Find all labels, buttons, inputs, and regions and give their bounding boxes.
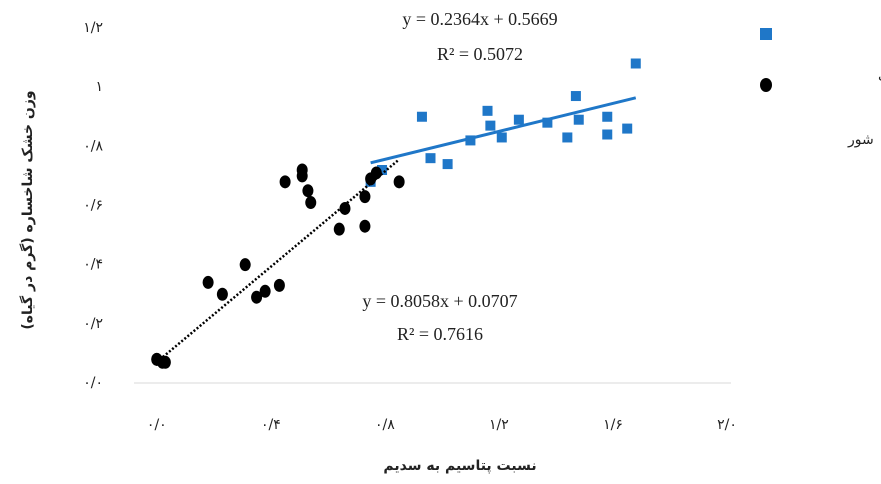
point [302, 184, 314, 198]
x-tick-label: ۰/۰ [147, 417, 167, 433]
point [296, 169, 308, 183]
point [482, 105, 493, 116]
point [333, 222, 345, 236]
legend-label: شور [847, 132, 874, 148]
point [239, 258, 251, 272]
point [370, 166, 382, 180]
point [359, 190, 371, 204]
y-tick-label: ۰/۸ [83, 138, 103, 154]
y-axis-title: وزن خشک شاخساره (گرم در گیاه) [19, 90, 36, 329]
point [622, 123, 633, 134]
point [562, 132, 573, 143]
x-axis-title: نسبت پتاسیم به سدیم [383, 458, 536, 474]
y-tick-label: ۰/۴ [83, 257, 103, 273]
x-tick-label: ۱/۲ [489, 417, 509, 433]
x-tick-label: ۱/۶ [603, 417, 623, 433]
point [425, 153, 436, 164]
point [630, 58, 641, 69]
point [513, 114, 524, 125]
trend-equation: y = 0.8058x + 0.0707 [362, 291, 517, 311]
trend-r2: R² = 0.7616 [397, 324, 483, 344]
point [393, 175, 405, 189]
y-tick-label: ۱/۲ [83, 20, 103, 36]
legend-label: مطلوب [878, 69, 881, 85]
y-tick-label: ۰/۲ [83, 316, 103, 332]
point [273, 278, 285, 292]
point [202, 275, 214, 289]
point [359, 219, 371, 233]
y-tick-label: ۰/۶ [83, 198, 103, 214]
point [485, 120, 496, 131]
trend-equation: y = 0.2364x + 0.5669 [402, 9, 557, 29]
point [377, 165, 388, 175]
trendline [370, 96, 637, 165]
point [159, 355, 171, 369]
point [570, 91, 581, 102]
point [602, 129, 613, 140]
point [465, 135, 476, 146]
point [602, 111, 613, 122]
point [542, 117, 553, 128]
x-tick-label: ۰/۸ [375, 417, 395, 433]
point [496, 132, 507, 143]
legend-marker [760, 28, 772, 40]
point [216, 287, 228, 301]
point [573, 114, 584, 125]
point [416, 111, 427, 122]
point [279, 175, 291, 189]
point [259, 284, 271, 298]
trend-r2: R² = 0.5072 [437, 44, 523, 64]
x-tick-label: ۲/۰ [717, 417, 737, 433]
point [442, 159, 453, 170]
trendline [156, 158, 400, 364]
point [251, 290, 263, 304]
point [339, 201, 351, 215]
legend-marker [760, 78, 772, 92]
y-tick-label: ۱ [95, 79, 103, 95]
x-tick-label: ۰/۴ [261, 417, 281, 433]
point [305, 196, 317, 210]
y-tick-label: ۰/۰ [83, 375, 103, 391]
